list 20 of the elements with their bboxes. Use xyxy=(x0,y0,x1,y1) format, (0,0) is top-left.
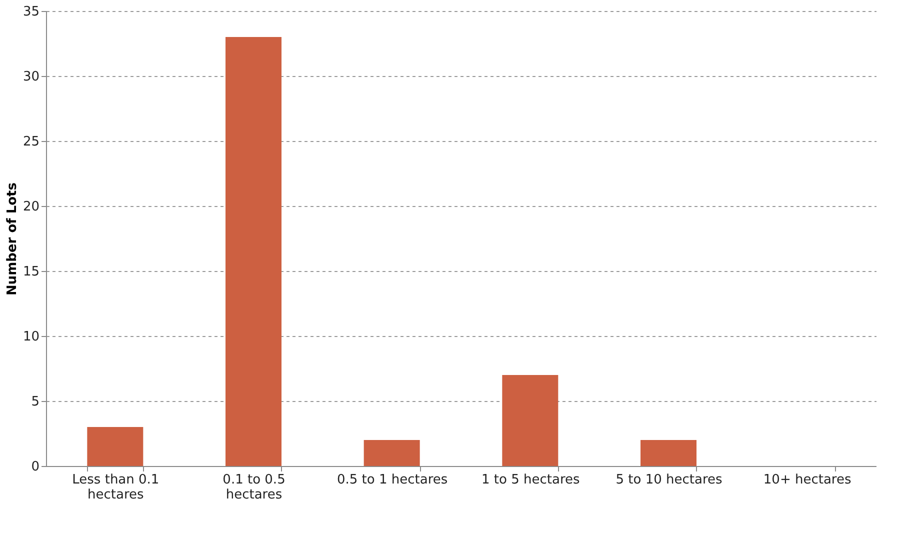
y-tick-label: 5 xyxy=(31,394,40,410)
y-tick-label: 10 xyxy=(22,330,40,344)
y-tick-label: 30 xyxy=(22,70,40,84)
y-tick-label: 25 xyxy=(22,134,40,150)
x-tick-label: 0.5 to 1 hectares xyxy=(336,472,448,488)
bar xyxy=(640,440,696,466)
y-tick-label: 15 xyxy=(22,264,40,280)
y-tick-label: 20 xyxy=(22,200,40,214)
bar xyxy=(502,375,558,466)
bar xyxy=(87,427,144,466)
x-tick-label: 1 to 5 hectares xyxy=(482,472,580,488)
bar xyxy=(364,440,420,466)
bar xyxy=(226,37,282,466)
x-tick-label: 10+ hectares xyxy=(763,472,852,488)
y-tick-label: 35 xyxy=(22,4,40,20)
x-tick-label: 5 to 10 hectares xyxy=(616,472,722,488)
y-axis-title: Number of Lots xyxy=(4,182,20,296)
x-tick-label: Less than 0.1 hectares xyxy=(72,472,160,502)
y-tick-label: 0 xyxy=(31,460,40,474)
x-tick-label: 0.1 to 0.5 hectares xyxy=(222,472,286,502)
